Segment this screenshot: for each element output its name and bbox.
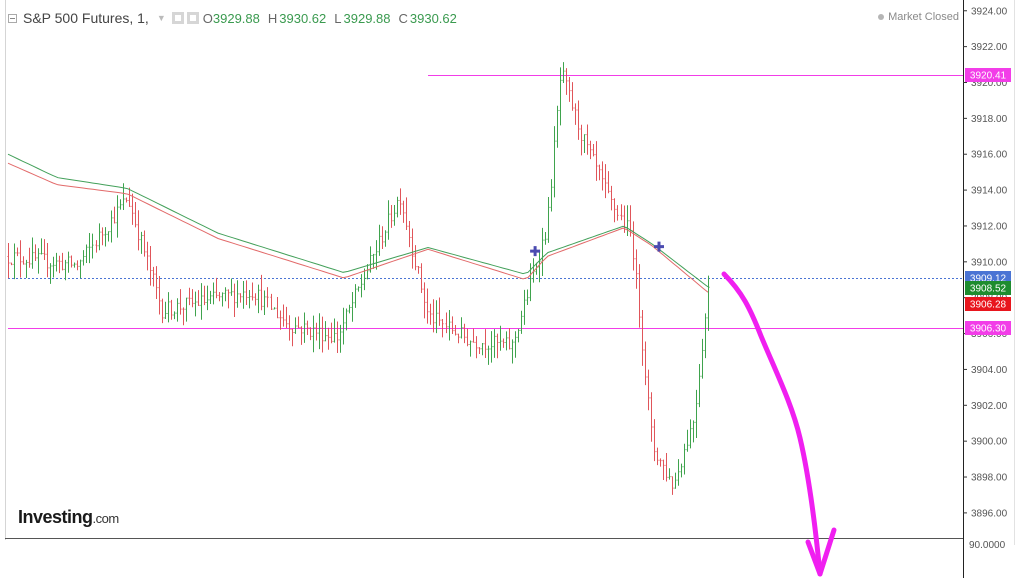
moving-average-green — [7, 153, 709, 288]
low-value: 3929.88 — [343, 10, 391, 26]
open-label: O — [202, 10, 213, 26]
close-icon[interactable] — [186, 12, 199, 24]
logo-name: Investing — [18, 507, 93, 527]
open-value: 3929.88 — [212, 10, 260, 26]
cross-markers — [530, 241, 664, 257]
cross-marker-icon — [654, 241, 664, 252]
horizontal-lines — [8, 75, 963, 329]
price-tag-label: 3909.12 — [970, 274, 1007, 285]
low-label: L — [334, 10, 342, 26]
moving-averages — [7, 153, 709, 293]
y-tick-label: 3900.00 — [971, 437, 1008, 448]
y-tick-label: 3920.00 — [971, 78, 1008, 89]
y-tick-label: 3918.00 — [971, 114, 1008, 125]
y-tick-label: 3924.00 — [971, 6, 1008, 17]
status-dot-icon — [878, 14, 885, 21]
logo-domain: .com — [92, 511, 120, 526]
y-tick-label: 3896.00 — [971, 508, 1008, 519]
moving-average-red — [7, 162, 709, 293]
drawn-arrowhead — [805, 527, 837, 577]
y-tick-label: 3916.00 — [971, 150, 1008, 161]
y-tick-label: 3914.00 — [971, 186, 1008, 197]
collapse-icon[interactable] — [8, 13, 17, 23]
price-tag-label: 3906.30 — [970, 324, 1007, 335]
close-label: C — [398, 10, 408, 26]
y-tick-label: 3910.00 — [971, 257, 1008, 268]
chevron-down-icon[interactable]: ▼ — [156, 13, 166, 23]
close-value: 3930.62 — [409, 10, 457, 26]
cross-marker-icon — [530, 246, 541, 257]
price-tag — [965, 321, 1011, 335]
price-tag — [965, 297, 1011, 311]
drawn-down-arrow — [721, 271, 823, 577]
market-status: Market Closed — [878, 11, 959, 23]
price-tag-label: 3920.41 — [970, 71, 1007, 82]
market-status-text: Market Closed — [888, 11, 959, 23]
settings-icon[interactable] — [171, 12, 184, 24]
high-label: H — [267, 10, 278, 26]
y-tick-label: 3898.00 — [971, 473, 1008, 484]
y-tick-label: 3904.00 — [971, 365, 1008, 376]
price-tag-label: 3906.28 — [970, 300, 1007, 311]
high-value: 3930.62 — [279, 10, 327, 26]
investing-logo: Investing.com — [18, 507, 119, 528]
price-tag — [965, 281, 1011, 295]
y-tick-label: 3902.00 — [971, 401, 1008, 412]
price-tag — [965, 68, 1011, 82]
y-tick-label: 3912.00 — [971, 221, 1008, 232]
legend-header: S&P 500 Futures, 1, ▼ O 3929.88 H 3930.62 … — [8, 8, 457, 28]
symbol-title: S&P 500 Futures, 1, — [23, 10, 149, 26]
candles — [7, 62, 710, 495]
bottom-tick-label: 90.0000 — [969, 540, 1006, 551]
y-tick-label: 3922.00 — [971, 42, 1008, 53]
price-tag-label: 3908.52 — [970, 284, 1007, 295]
